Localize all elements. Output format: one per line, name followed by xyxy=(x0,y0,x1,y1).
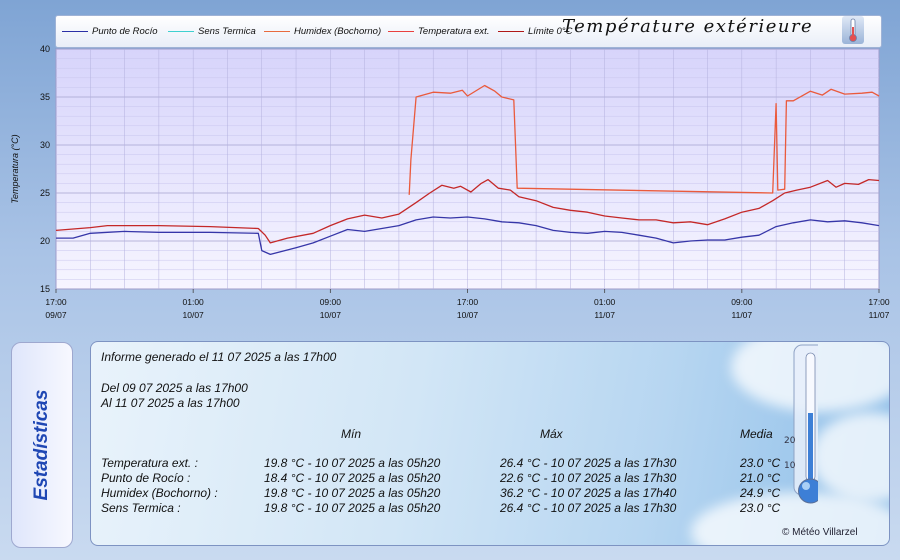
stats-side-label: Estadísticas xyxy=(31,389,52,501)
stats-row-name: Humidex (Bochorno) : xyxy=(101,486,218,500)
x-tick-time-label: 09:00 xyxy=(320,297,342,307)
stats-col-max: Máx xyxy=(540,427,563,441)
stats-row-avg: 21.0 °C xyxy=(740,471,781,485)
banner-title: Température extérieure xyxy=(562,16,814,37)
x-tick-date-label: 10/07 xyxy=(183,310,205,320)
y-tick-label: 30 xyxy=(40,140,50,150)
legend-swatch-humidex xyxy=(264,31,290,32)
stats-side-tab: Estadísticas xyxy=(11,342,73,548)
legend-swatch-temperatura-ext xyxy=(388,31,414,32)
stats-row-min: 18.4 °C - 10 07 2025 a las 05h20 xyxy=(264,471,441,485)
chart-legend: Punto de Rocío Sens Termica Humidex (Boc… xyxy=(55,15,882,48)
y-tick-label: 35 xyxy=(40,92,50,102)
y-axis-label: Temperatura (°C) xyxy=(10,134,20,203)
stats-col-min: Mín xyxy=(341,427,362,441)
thermometer-icon xyxy=(842,16,864,44)
x-tick-date-label: 10/07 xyxy=(320,310,342,320)
stats-row-max: 26.4 °C - 10 07 2025 a las 17h30 xyxy=(500,501,677,515)
stats-row-avg: 24.9 °C xyxy=(740,486,781,500)
x-tick-time-label: 01:00 xyxy=(183,297,205,307)
legend-swatch-punto-de-rocio xyxy=(62,31,88,32)
stats-row-max: 36.2 °C - 10 07 2025 a las 17h40 xyxy=(500,486,677,500)
series-line-punto-de-rocio xyxy=(56,216,880,256)
series-line-temperatura-ext xyxy=(55,178,880,244)
x-tick-date-label: 09/07 xyxy=(45,310,67,320)
y-tick-label: 20 xyxy=(40,236,50,246)
thermometer-illustration: 50 40 30 20 10 °C °F xyxy=(784,344,818,504)
legend-label-punto-de-rocio: Punto de Rocío xyxy=(92,26,158,37)
y-tick-label: 15 xyxy=(40,284,50,294)
thermo-scale-20: 20 xyxy=(784,436,796,446)
x-tick-time-label: 17:00 xyxy=(868,297,890,307)
legend-label-temperatura-ext: Temperatura ext. xyxy=(418,26,490,37)
y-tick-label: 40 xyxy=(40,44,50,54)
legend-label-limite: Límite 0°C xyxy=(528,26,573,37)
legend-swatch-limite xyxy=(498,31,524,32)
stats-row-avg: 23.0 °C xyxy=(740,501,781,515)
report-from-line: Del 09 07 2025 a las 17h00 xyxy=(101,381,248,395)
legend-label-humidex: Humidex (Bochorno) xyxy=(294,26,382,37)
legend-swatch-sens-termica xyxy=(168,31,194,32)
x-tick-date-label: 10/07 xyxy=(457,310,479,320)
stats-row-max: 22.6 °C - 10 07 2025 a las 17h30 xyxy=(500,471,677,485)
temperature-chart: 15 20 25 30 35 40 17:00 09/07 01:00 10/07 09:00 10/… xyxy=(10,44,890,320)
legend-label-sens-termica: Sens Termica xyxy=(198,26,256,37)
x-tick-time-label: 09:00 xyxy=(731,297,753,307)
stats-row-name: Punto de Rocío : xyxy=(101,471,191,485)
x-tick-date-label: 11/07 xyxy=(594,310,615,320)
x-tick-date-label: 11/07 xyxy=(869,310,890,320)
stats-row-min: 19.8 °C - 10 07 2025 a las 05h20 xyxy=(264,456,441,470)
stats-row-name: Temperatura ext. : xyxy=(101,456,198,470)
report-to-line: Al 11 07 2025 a las 17h00 xyxy=(101,396,240,410)
series-line-humidex-bochorno xyxy=(408,84,880,195)
x-tick-time-label: 17:00 xyxy=(45,297,67,307)
copyright-text: © Météo Villarzel xyxy=(782,527,858,538)
stats-row-max: 26.4 °C - 10 07 2025 a las 17h30 xyxy=(500,456,677,470)
stats-col-avg: Media xyxy=(740,427,773,441)
thermo-scale-10: 10 xyxy=(784,461,796,471)
y-tick-label: 25 xyxy=(40,188,50,198)
x-tick-time-label: 01:00 xyxy=(594,297,616,307)
stats-row-min: 19.8 °C - 10 07 2025 a las 05h20 xyxy=(264,486,441,500)
stats-panel xyxy=(90,341,890,546)
stats-row-min: 19.8 °C - 10 07 2025 a las 05h20 xyxy=(264,501,441,515)
x-tick-time-label: 17:00 xyxy=(457,297,479,307)
cloud-decoration xyxy=(811,412,889,502)
x-tick-date-label: 11/07 xyxy=(732,310,753,320)
stats-row-avg: 23.0 °C xyxy=(740,456,781,470)
report-generated-line: Informe generado el 11 07 2025 a las 17h… xyxy=(101,350,337,364)
stats-row-name: Sens Termica : xyxy=(101,501,181,515)
